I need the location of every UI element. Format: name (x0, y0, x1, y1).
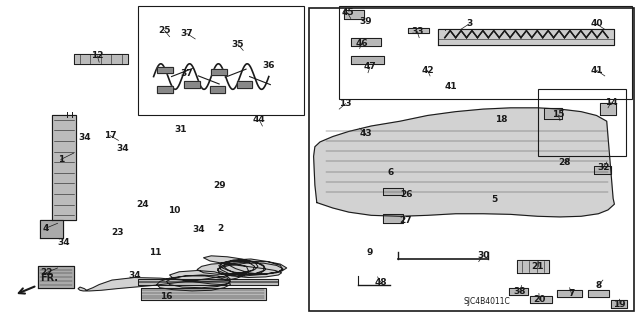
Text: 43: 43 (360, 130, 372, 138)
Text: 12: 12 (91, 51, 104, 60)
Text: 29: 29 (213, 181, 226, 189)
Text: 23: 23 (111, 228, 124, 237)
Text: 41: 41 (445, 82, 458, 91)
Text: 37: 37 (180, 29, 193, 38)
Text: 45: 45 (341, 8, 354, 17)
Polygon shape (544, 108, 562, 119)
Text: 30: 30 (477, 251, 490, 260)
Text: 14: 14 (605, 98, 618, 107)
Text: 27: 27 (399, 216, 412, 225)
Text: 38: 38 (513, 287, 526, 296)
Text: FR.: FR. (40, 273, 58, 283)
Text: SJC4B4011C: SJC4B4011C (463, 297, 510, 306)
Text: 35: 35 (232, 40, 244, 49)
Text: 5: 5 (491, 195, 497, 204)
Polygon shape (408, 28, 429, 33)
Bar (309, 8, 634, 311)
Text: 20: 20 (533, 295, 546, 304)
Text: 16: 16 (160, 292, 173, 301)
Polygon shape (138, 279, 278, 285)
Text: 39: 39 (360, 17, 372, 26)
Polygon shape (438, 29, 614, 45)
Text: 47: 47 (364, 63, 376, 71)
Text: 44: 44 (253, 115, 266, 124)
Text: 19: 19 (612, 300, 625, 309)
Polygon shape (509, 288, 528, 295)
Text: 6: 6 (387, 168, 394, 177)
Bar (157, 86, 173, 93)
Text: 41: 41 (590, 66, 603, 75)
Text: 22: 22 (40, 268, 52, 277)
Bar (157, 67, 173, 73)
Polygon shape (38, 266, 74, 288)
Text: 34: 34 (128, 271, 141, 280)
Text: 33: 33 (411, 27, 424, 36)
Bar (184, 81, 200, 88)
Text: 3: 3 (466, 19, 472, 28)
Text: 32: 32 (597, 163, 610, 172)
Polygon shape (344, 10, 364, 19)
Text: 34: 34 (192, 225, 205, 234)
Text: 7: 7 (568, 289, 575, 298)
Text: 24: 24 (136, 200, 148, 209)
Polygon shape (611, 300, 627, 308)
Polygon shape (600, 103, 616, 115)
Polygon shape (74, 54, 128, 64)
Text: 34: 34 (58, 238, 70, 247)
Text: 31: 31 (175, 125, 188, 134)
Bar (138, 6, 304, 115)
Text: 34: 34 (79, 133, 92, 142)
Polygon shape (78, 256, 287, 291)
Text: 9: 9 (367, 248, 373, 256)
Text: 13: 13 (339, 99, 352, 108)
Polygon shape (594, 166, 611, 174)
Polygon shape (383, 214, 403, 223)
Bar (211, 69, 227, 75)
Bar (210, 86, 225, 93)
Text: 1: 1 (58, 155, 64, 164)
Text: 25: 25 (158, 26, 171, 35)
Polygon shape (530, 296, 552, 303)
Bar (237, 81, 252, 88)
Polygon shape (314, 108, 614, 217)
Polygon shape (383, 188, 403, 195)
Text: 36: 36 (262, 61, 275, 70)
Text: 42: 42 (421, 66, 434, 75)
Text: 15: 15 (552, 110, 564, 119)
Polygon shape (52, 115, 76, 220)
Text: 18: 18 (495, 115, 508, 124)
Text: 17: 17 (104, 131, 116, 140)
Text: 46: 46 (355, 39, 368, 48)
Text: 40: 40 (590, 19, 603, 28)
Bar (538, 89, 626, 156)
Text: 11: 11 (149, 248, 162, 256)
Polygon shape (141, 288, 266, 300)
Text: 26: 26 (400, 190, 413, 199)
Text: 8: 8 (595, 281, 602, 290)
Text: 10: 10 (168, 206, 180, 215)
Polygon shape (351, 38, 381, 46)
Polygon shape (517, 260, 549, 273)
Bar (237, 81, 252, 88)
Text: 28: 28 (558, 158, 571, 167)
Bar (157, 67, 173, 73)
Polygon shape (557, 290, 582, 297)
Text: 37: 37 (180, 69, 193, 78)
Bar (157, 86, 173, 93)
Text: 21: 21 (531, 262, 544, 271)
Polygon shape (351, 56, 384, 64)
Text: 34: 34 (116, 144, 129, 153)
Bar (210, 86, 225, 93)
Polygon shape (40, 220, 63, 238)
Bar (339, 6, 632, 99)
Text: 48: 48 (374, 278, 387, 287)
Bar (211, 69, 227, 75)
Text: 2: 2 (218, 224, 224, 233)
Bar (184, 81, 200, 88)
Text: 4: 4 (43, 224, 49, 233)
Polygon shape (588, 290, 609, 297)
